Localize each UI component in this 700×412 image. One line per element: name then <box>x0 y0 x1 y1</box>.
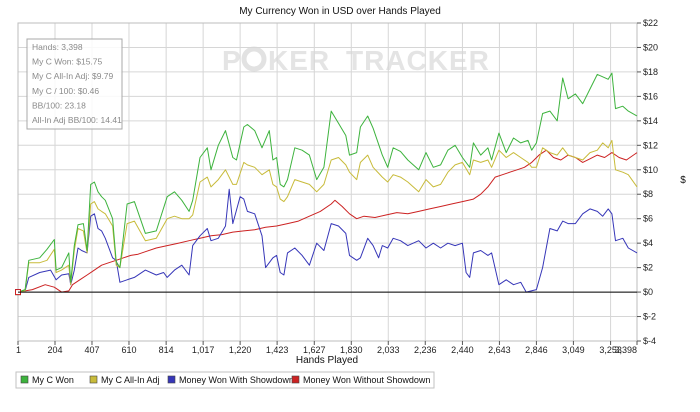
legend-label: Money Won Without Showdown <box>303 375 430 385</box>
y-tick-label: $12 <box>643 140 658 150</box>
y-tick-label: $8 <box>643 189 653 199</box>
legend-swatch <box>291 375 300 384</box>
series-line-money-won-with-showdown <box>17 188 638 293</box>
info-line: My C Won: $15.75 <box>32 57 103 67</box>
y-tick-label: $6 <box>643 214 653 224</box>
plot-border <box>17 22 638 342</box>
y-tick-label: $18 <box>643 67 658 77</box>
info-line: Hands: 3,398 <box>32 42 83 52</box>
info-line: BB/100: 23.18 <box>32 100 86 110</box>
x-tick-label: 3,398 <box>614 345 637 355</box>
x-tick-label: 1,220 <box>229 345 252 355</box>
y-tick-label: $10 <box>643 165 658 175</box>
poker-chip-icon <box>241 46 267 72</box>
info-line: My C / 100: $0.46 <box>32 86 99 96</box>
x-axis-title: Hands Played <box>296 355 358 366</box>
legend-swatch <box>167 375 176 384</box>
info-line: All-In Adj BB/100: 14.41 <box>32 115 122 125</box>
y-tick-label: $16 <box>643 91 658 101</box>
legend-frame <box>15 371 435 389</box>
y-tick-label: $2 <box>643 263 653 273</box>
x-tick-label: 3,253 <box>599 345 622 355</box>
watermark-right: TRACKER <box>346 45 490 76</box>
x-tick-label: 814 <box>159 345 174 355</box>
x-tick-label: 1,017 <box>192 345 215 355</box>
watermark-left: P <box>222 45 242 76</box>
info-line: My C All-In Adj: $9.79 <box>32 71 114 81</box>
y-tick-label: $22 <box>643 18 658 28</box>
legend-label: My C Won <box>32 375 74 385</box>
x-tick-label: 1,830 <box>340 345 363 355</box>
y-tick-label: $-2 <box>643 312 656 322</box>
series-line-money-won-without-showdown <box>17 149 638 293</box>
legend-label: Money Won With Showdown <box>179 375 294 385</box>
x-tick-label: 610 <box>121 345 136 355</box>
y-tick-label: $0 <box>643 287 653 297</box>
x-tick-label: 1,423 <box>266 345 289 355</box>
tick-labels: $-4 $-2 $0 $2 $4 $6 $8 $10 $12 $14 $16 $18 $20 $22 1 20… <box>16 18 658 355</box>
legend-swatch <box>89 375 98 384</box>
x-tick-label: 2,440 <box>451 345 474 355</box>
x-tick-label: 1,627 <box>303 345 326 355</box>
x-tick-label: 2,643 <box>488 345 511 355</box>
axes <box>17 22 641 345</box>
series-layer <box>15 72 638 296</box>
series-line-my-c-won <box>17 72 638 293</box>
y-axis-title: $ <box>680 175 686 186</box>
info-box: Hands: 3,398 My C Won: $15.75 My C All-In … <box>26 38 123 130</box>
x-tick-label: 2,033 <box>377 345 400 355</box>
x-tick-label: 3,049 <box>562 345 585 355</box>
watermark: P KER TRACKER <box>222 45 490 76</box>
info-box-frame <box>26 38 123 130</box>
y-tick-label: $14 <box>643 116 658 126</box>
chart-title: My Currency Won in USD over Hands Played <box>239 6 441 17</box>
watermark-mid: KER <box>268 45 330 76</box>
y-tick-label: $4 <box>643 238 653 248</box>
x-tick-label: 407 <box>84 345 99 355</box>
x-tick-label: 1 <box>16 345 21 355</box>
x-tick-label: 2,846 <box>525 345 548 355</box>
series-line-my-c-all-in-adj <box>17 139 638 293</box>
y-tick-label: $20 <box>643 42 658 52</box>
legend-label: My C All-In Adj <box>101 375 160 385</box>
y-tick-label: $-4 <box>643 336 656 346</box>
x-tick-label: 2,236 <box>414 345 437 355</box>
legend-swatch <box>20 375 29 384</box>
legend: My C Won My C All-In Adj Money Won With Sh… <box>20 375 430 385</box>
x-tick-label: 204 <box>47 345 62 355</box>
